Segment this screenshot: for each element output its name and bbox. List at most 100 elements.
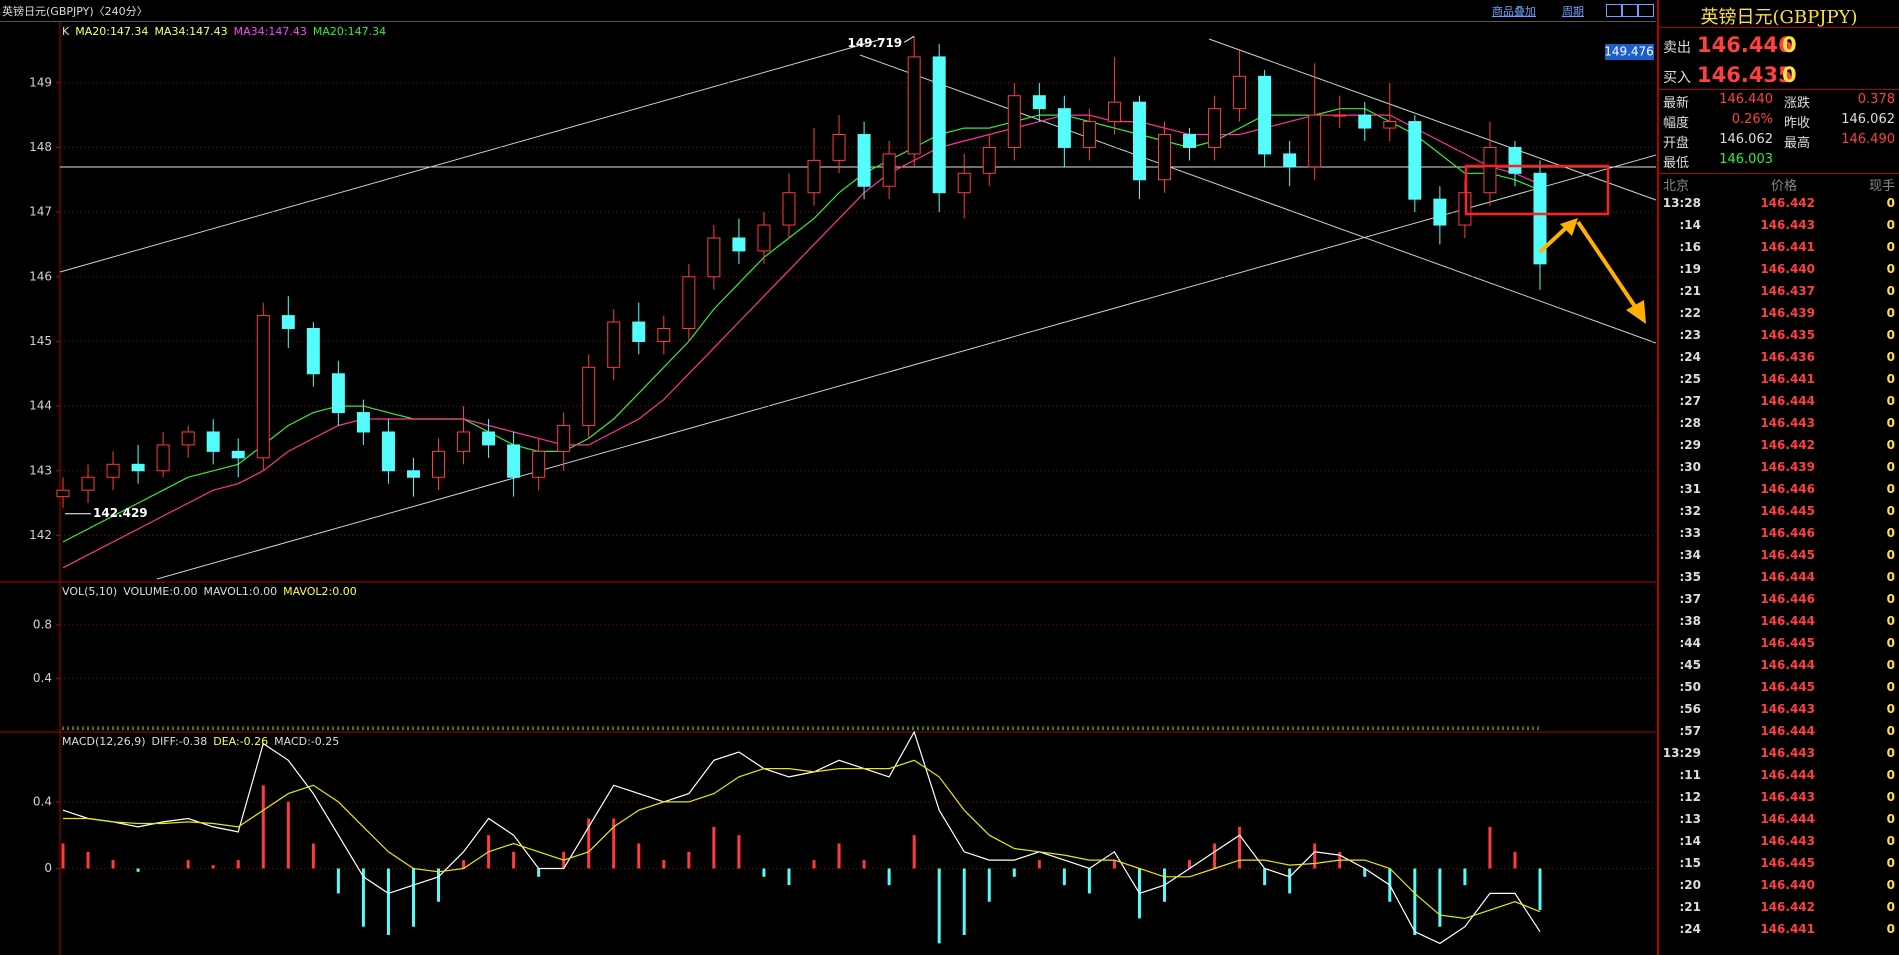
candle-body [507, 444, 521, 478]
trade-time: 13:29 [1662, 746, 1701, 760]
trade-time: :34 [1679, 548, 1702, 562]
stat-label: 昨收 [1784, 116, 1811, 131]
ask-label: 买入 [1663, 70, 1691, 86]
trade-price: 146.445 [1760, 856, 1815, 870]
arrowhead [1626, 300, 1646, 324]
trade-header: 北京 [1663, 179, 1690, 194]
candle-body [607, 321, 621, 368]
candle-body [356, 412, 370, 433]
trade-time: :16 [1679, 240, 1702, 254]
candle-body [657, 328, 671, 342]
candle-body [131, 463, 145, 472]
y-tick-label: 0.8 [33, 617, 52, 631]
trade-size: 0 [1886, 262, 1895, 276]
trade-size: 0 [1886, 614, 1895, 628]
trade-size: 0 [1886, 504, 1895, 518]
trade-price: 146.439 [1760, 306, 1815, 320]
trade-price: 146.443 [1760, 834, 1815, 848]
stat-value: 0.26% [1731, 112, 1773, 127]
candle-body [832, 134, 846, 161]
trade-time: :31 [1679, 482, 1702, 496]
y-tick-label: 143 [29, 463, 52, 477]
legend-entry: K [62, 25, 70, 38]
trade-size: 0 [1886, 350, 1895, 364]
trade-header: 价格 [1771, 179, 1798, 194]
trade-time: :22 [1679, 306, 1702, 320]
legend-entry: MAVOL2:0.00 [283, 585, 357, 598]
candle-body [56, 489, 70, 498]
trade-size: 0 [1886, 196, 1895, 210]
trade-time: :25 [1679, 372, 1702, 386]
y-tick-label: 145 [29, 334, 52, 348]
trade-price: 146.443 [1760, 702, 1815, 716]
trade-size: 0 [1886, 922, 1895, 936]
arrowhead [1560, 218, 1578, 236]
high-pointer [903, 35, 915, 43]
candle-body [156, 444, 170, 472]
trade-size: 0 [1886, 812, 1895, 826]
stat-label: 幅度 [1663, 116, 1690, 131]
trade-size: 0 [1886, 526, 1895, 540]
candle-body [807, 159, 821, 194]
trade-size: 0 [1886, 658, 1895, 672]
trade-time: :23 [1679, 328, 1702, 342]
candle-body [81, 476, 95, 491]
trade-size: 0 [1886, 636, 1895, 650]
candle-body [957, 172, 971, 194]
stat-value: 0.378 [1857, 92, 1895, 107]
y-tick-label: 144 [29, 399, 52, 413]
candle-body [457, 431, 471, 452]
candle-body [1208, 108, 1222, 148]
trade-time: :57 [1679, 724, 1702, 738]
candle-body [1433, 198, 1447, 226]
trade-time: :21 [1679, 900, 1702, 914]
trade-price: 146.444 [1760, 394, 1815, 408]
candle-body [1258, 75, 1272, 155]
stat-value: 146.062 [1841, 112, 1895, 127]
divider [1659, 89, 1899, 90]
trade-size: 0 [1886, 768, 1895, 782]
candle-body [1157, 134, 1171, 181]
trade-price: 146.444 [1760, 768, 1815, 782]
trade-price: 146.443 [1760, 218, 1815, 232]
stat-label: 最新 [1663, 96, 1690, 111]
candle-body [1508, 146, 1522, 174]
price-tag: 149.476 [1604, 45, 1654, 59]
trade-time: :50 [1679, 680, 1702, 694]
period-link[interactable]: 周期 [1562, 5, 1584, 18]
ask-size: 0 [1782, 63, 1797, 87]
candle-body [256, 315, 270, 459]
window-button[interactable] [1638, 4, 1654, 17]
legend-entry: MA20:147.34 [313, 25, 386, 38]
trade-price: 146.444 [1760, 724, 1815, 738]
divider [1659, 27, 1899, 28]
y-tick-label: 0.4 [33, 671, 52, 685]
candle-body [532, 450, 546, 478]
trade-time: 13:28 [1662, 196, 1701, 210]
trade-time: :19 [1679, 262, 1702, 276]
trade-price: 146.444 [1760, 658, 1815, 672]
legend-entry: MA34:147.43 [234, 25, 307, 38]
candle-body [206, 431, 220, 452]
trade-price: 146.445 [1760, 636, 1815, 650]
candle-body [331, 373, 345, 414]
bid-price: 146.446 [1697, 33, 1793, 57]
trade-price: 146.444 [1760, 570, 1815, 584]
candle-body [381, 431, 395, 472]
y-tick-label: 0.4 [33, 794, 52, 808]
candle-body [482, 431, 496, 446]
overlay-link[interactable]: 商品叠加 [1492, 5, 1536, 18]
window-button[interactable] [1622, 4, 1638, 17]
trade-price: 146.445 [1760, 504, 1815, 518]
trade-time: :56 [1679, 702, 1702, 716]
bid-label: 卖出 [1663, 40, 1691, 56]
stat-label: 涨跌 [1784, 96, 1811, 111]
trade-size: 0 [1886, 900, 1895, 914]
trade-price: 146.443 [1760, 416, 1815, 430]
candle-body [1308, 114, 1322, 168]
window-button[interactable] [1606, 4, 1622, 17]
trade-size: 0 [1886, 746, 1895, 760]
candle-body [1107, 101, 1121, 123]
stat-value: 146.440 [1719, 92, 1773, 107]
